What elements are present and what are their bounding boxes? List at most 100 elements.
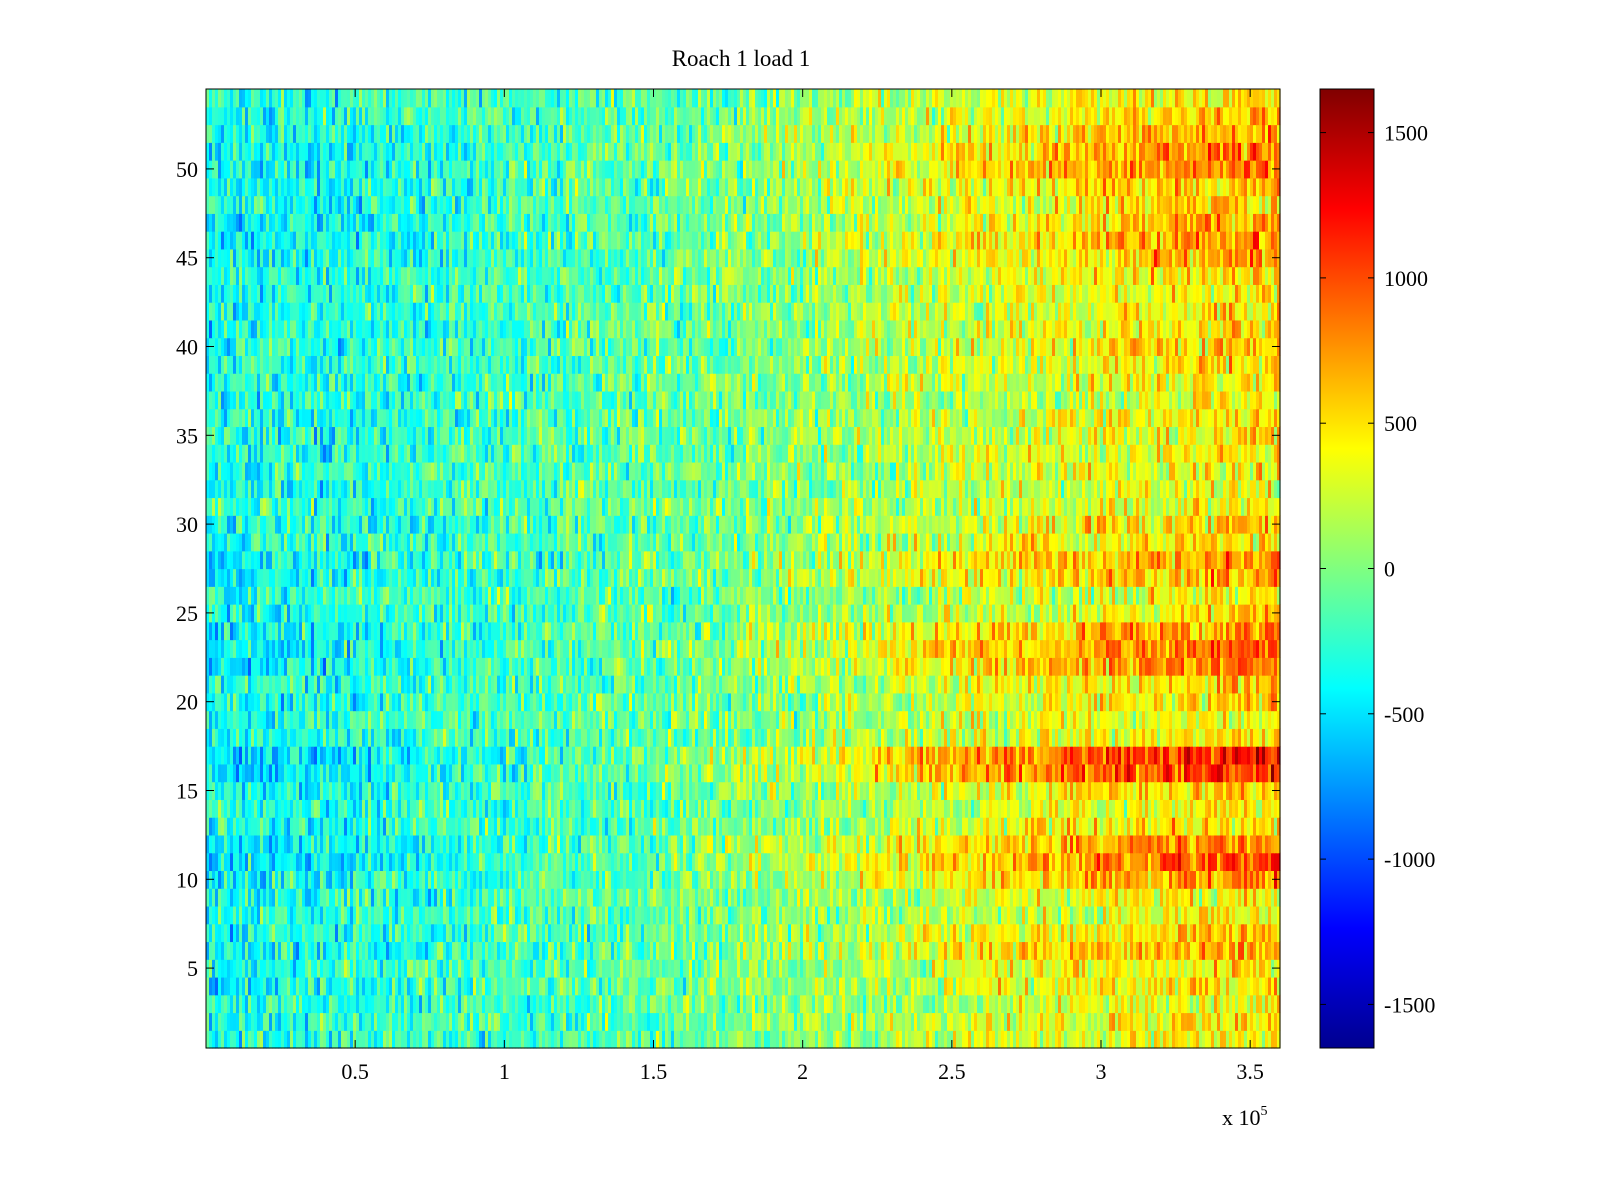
- heatmap-cell: [581, 1012, 585, 1031]
- heatmap-cell: [332, 941, 336, 960]
- heatmap-cell: [1265, 941, 1269, 960]
- heatmap-cell: [1160, 959, 1164, 978]
- heatmap-cell: [575, 976, 579, 996]
- heatmap-cell: [611, 959, 615, 978]
- heatmap-cell: [1052, 1030, 1056, 1049]
- heatmap-cell: [476, 959, 480, 978]
- heatmap-cell: [626, 994, 630, 1014]
- heatmap-cell: [1097, 923, 1101, 943]
- heatmap-cell: [452, 923, 456, 943]
- chart-title: Roach 1 load 1: [672, 46, 811, 71]
- heatmap-cell: [947, 923, 951, 943]
- heatmap-cell: [230, 941, 234, 960]
- heatmap-cell: [1046, 1030, 1050, 1049]
- heatmap-cell: [728, 923, 732, 943]
- heatmap-cell: [575, 941, 579, 960]
- heatmap-cell: [1049, 994, 1053, 1014]
- heatmap-cell: [368, 959, 372, 978]
- heatmap-cell: [1277, 994, 1281, 1014]
- heatmap-cell: [437, 1030, 441, 1049]
- heatmap-cell: [1166, 941, 1170, 960]
- heatmap-cell: [374, 976, 378, 996]
- heatmap-cell: [878, 994, 882, 1014]
- heatmap-cell: [1238, 1012, 1242, 1031]
- heatmap-cell: [677, 994, 681, 1014]
- heatmap-cell: [659, 941, 663, 960]
- heatmap-cell: [305, 923, 309, 943]
- heatmap-cell: [926, 959, 930, 978]
- heatmap-cell: [506, 1030, 510, 1049]
- heatmap-cell: [227, 976, 231, 996]
- heatmap-cell: [458, 941, 462, 960]
- heatmap-cell: [1007, 976, 1011, 996]
- heatmap-cell: [887, 941, 891, 960]
- heatmap-cell: [392, 923, 396, 943]
- heatmap-cell: [545, 923, 549, 943]
- heatmap-cell: [680, 941, 684, 960]
- heatmap-cell: [452, 941, 456, 960]
- heatmap-cell: [911, 976, 915, 996]
- heatmap-cell: [1100, 1030, 1104, 1049]
- heatmap-cell: [863, 994, 867, 1014]
- heatmap-cell: [971, 994, 975, 1014]
- heatmap-cell: [959, 976, 963, 996]
- heatmap-cell: [335, 941, 339, 960]
- heatmap-cell: [314, 959, 318, 978]
- heatmap-cell: [995, 941, 999, 960]
- heatmap-cell: [548, 1030, 552, 1049]
- heatmap-cell: [704, 1012, 708, 1031]
- heatmap-cell: [1115, 959, 1119, 978]
- heatmap-cell: [1178, 1012, 1182, 1031]
- heatmap-cell: [1148, 994, 1152, 1014]
- heatmap-cell: [1097, 1030, 1101, 1049]
- heatmap-cell: [656, 959, 660, 978]
- heatmap-cell: [782, 923, 786, 943]
- heatmap-cell: [434, 976, 438, 996]
- heatmap-cell: [566, 941, 570, 960]
- heatmap-cell: [713, 959, 717, 978]
- heatmap-cell: [314, 1012, 318, 1031]
- heatmap-cell: [596, 1012, 600, 1031]
- heatmap-cell: [1121, 994, 1125, 1014]
- heatmap-cell: [845, 994, 849, 1014]
- heatmap-cell: [857, 994, 861, 1014]
- heatmap-cell: [362, 941, 366, 960]
- heatmap-cell: [1208, 1030, 1212, 1049]
- heatmap-cell: [917, 1012, 921, 1031]
- heatmap-cell: [356, 1030, 360, 1049]
- heatmap-cell: [488, 941, 492, 960]
- heatmap-cell: [572, 923, 576, 943]
- heatmap-cell: [830, 941, 834, 960]
- heatmap-cell: [689, 923, 693, 943]
- heatmap-cell: [218, 941, 222, 960]
- heatmap-cell: [794, 1030, 798, 1049]
- heatmap-cell: [323, 1030, 327, 1049]
- heatmap-cell: [1181, 994, 1185, 1014]
- heatmap-cell: [968, 941, 972, 960]
- heatmap-cell: [965, 941, 969, 960]
- heatmap-cell: [785, 994, 789, 1014]
- heatmap-cell: [356, 959, 360, 978]
- heatmap-cell: [287, 959, 291, 978]
- heatmap-cell: [644, 923, 648, 943]
- heatmap-cell: [977, 941, 981, 960]
- heatmap-cell: [1202, 959, 1206, 978]
- heatmap-cell: [404, 994, 408, 1014]
- heatmap-cell: [752, 959, 756, 978]
- heatmap-cell: [1025, 976, 1029, 996]
- heatmap-cell: [407, 959, 411, 978]
- heatmap-cell: [659, 959, 663, 978]
- heatmap-cell: [1229, 1012, 1233, 1031]
- heatmap-cell: [434, 959, 438, 978]
- heatmap-cell: [599, 1012, 603, 1031]
- heatmap-cell: [332, 976, 336, 996]
- heatmap-cell: [884, 959, 888, 978]
- heatmap-cell: [1010, 1030, 1014, 1049]
- heatmap-cell: [968, 959, 972, 978]
- heatmap-cell: [1145, 994, 1149, 1014]
- heatmap-cell: [602, 923, 606, 943]
- heatmap-cell: [1145, 941, 1149, 960]
- heatmap-cell: [530, 923, 534, 943]
- heatmap-cell: [698, 923, 702, 943]
- heatmap-cell: [626, 959, 630, 978]
